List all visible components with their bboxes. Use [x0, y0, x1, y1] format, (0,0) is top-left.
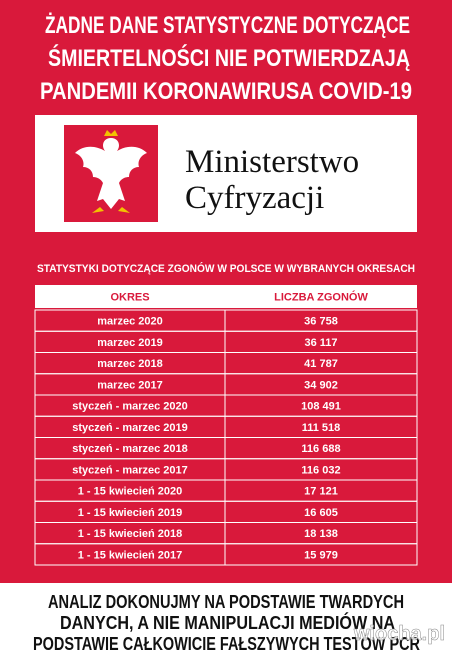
table-cell: styczeń - marzec 2018 [72, 443, 188, 455]
table-cell: styczeń - marzec 2020 [72, 401, 188, 413]
table-cell: 108 491 [301, 401, 341, 413]
table-cell: 116 032 [301, 464, 340, 476]
table-cell: 36 117 [304, 337, 337, 349]
table-cell: 1 - 15 kwiecień 2017 [78, 549, 183, 561]
column-header: LICZBA ZGONÓW [274, 290, 368, 303]
column-header: OKRES [110, 291, 149, 303]
table-cell: 16 605 [304, 507, 338, 519]
table-cell: 116 688 [301, 443, 340, 455]
watermark: wiocha.pl [353, 623, 445, 645]
table-cell: marzec 2019 [97, 337, 162, 349]
eagle-icon [75, 130, 147, 213]
table-cell: 17 121 [304, 486, 338, 498]
table-cell: 111 518 [302, 422, 341, 434]
headline: PANDEMII KORONAWIRUSA COVID-19 [40, 78, 412, 105]
table-cell: 41 787 [304, 358, 338, 370]
table-cell: marzec 2020 [97, 316, 162, 328]
table-cell: 1 - 15 kwiecień 2019 [78, 507, 183, 519]
table-header [35, 285, 417, 308]
footer-text: ANALIZ DOKONUJMY NA PODSTAWIE TWARDYCH [48, 592, 404, 612]
table-title: STATYSTYKI DOTYCZĄCE ZGONÓW W POLSCE W W… [37, 262, 415, 275]
headline: ŻADNE DANE STATYSTYCZNE DOTYCZĄCE [45, 12, 410, 39]
table-cell: 15 979 [304, 549, 338, 561]
table-cell: 1 - 15 kwiecień 2020 [78, 486, 183, 498]
table: OKRES LICZBA ZGONÓW marzec 2020 36 758 marze… [34, 285, 418, 566]
footer-text: PODSTAWIE CAŁKOWICIE FAŁSZYWYCH TESTÓW P… [33, 633, 420, 654]
table-cell: styczeń - marzec 2017 [72, 464, 188, 476]
table-cell: 34 902 [304, 379, 338, 391]
table-cell: 36 758 [304, 316, 338, 328]
headline: ŚMIERTELNOŚCI NIE POTWIERDZAJĄ [48, 44, 410, 72]
footer-box [0, 583, 452, 660]
table-cell: 18 138 [304, 528, 338, 540]
logo-text: Cyfryzacji [185, 180, 324, 216]
logo-text: Ministerstwo [185, 144, 359, 180]
table-cell: marzec 2018 [97, 358, 162, 370]
table-cell: styczeń - marzec 2019 [72, 422, 188, 434]
table-cell: marzec 2017 [97, 379, 162, 391]
table-row [34, 543, 418, 566]
table-cell: 1 - 15 kwiecień 2018 [78, 528, 183, 540]
footer-text: DANYCH, A NIE MANIPULACJI MEDIÓW NA [60, 612, 395, 633]
